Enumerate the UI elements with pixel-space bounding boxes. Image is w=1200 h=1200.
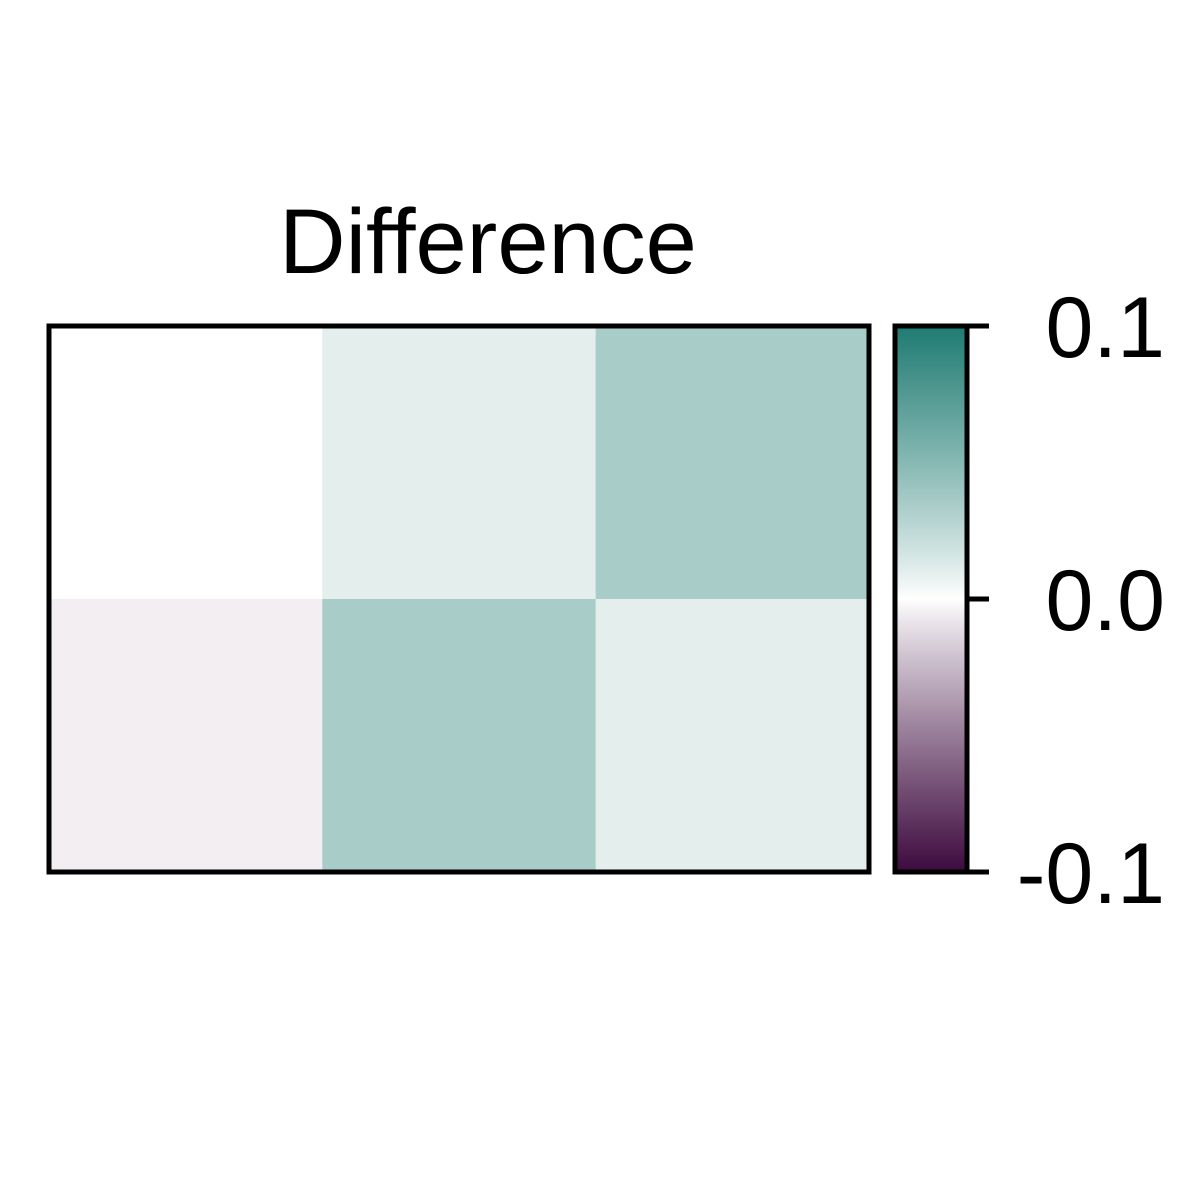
heatmap-cell-r1-c2 [322,326,597,600]
colorbar-ticks: 0.1 0.0 -0.1 [967,280,1165,922]
plot-frame [46,323,872,875]
heatmap-cell-r2-c1 [49,599,323,873]
chart-title: Difference [279,191,697,293]
heatmap-cell-r2-c3 [595,599,870,873]
colorbar [892,323,970,875]
colorbar-tick-label: 0.0 [1045,553,1165,649]
colorbar-tick-label: 0.1 [1045,280,1165,376]
heatmap-cells [49,326,870,873]
colorbar-tick-label: -0.1 [1017,826,1165,922]
heatmap-cell-r1-c1 [49,326,323,600]
heatmap-cell-r2-c2 [322,599,597,873]
heatmap-cell-r1-c3 [595,326,870,600]
